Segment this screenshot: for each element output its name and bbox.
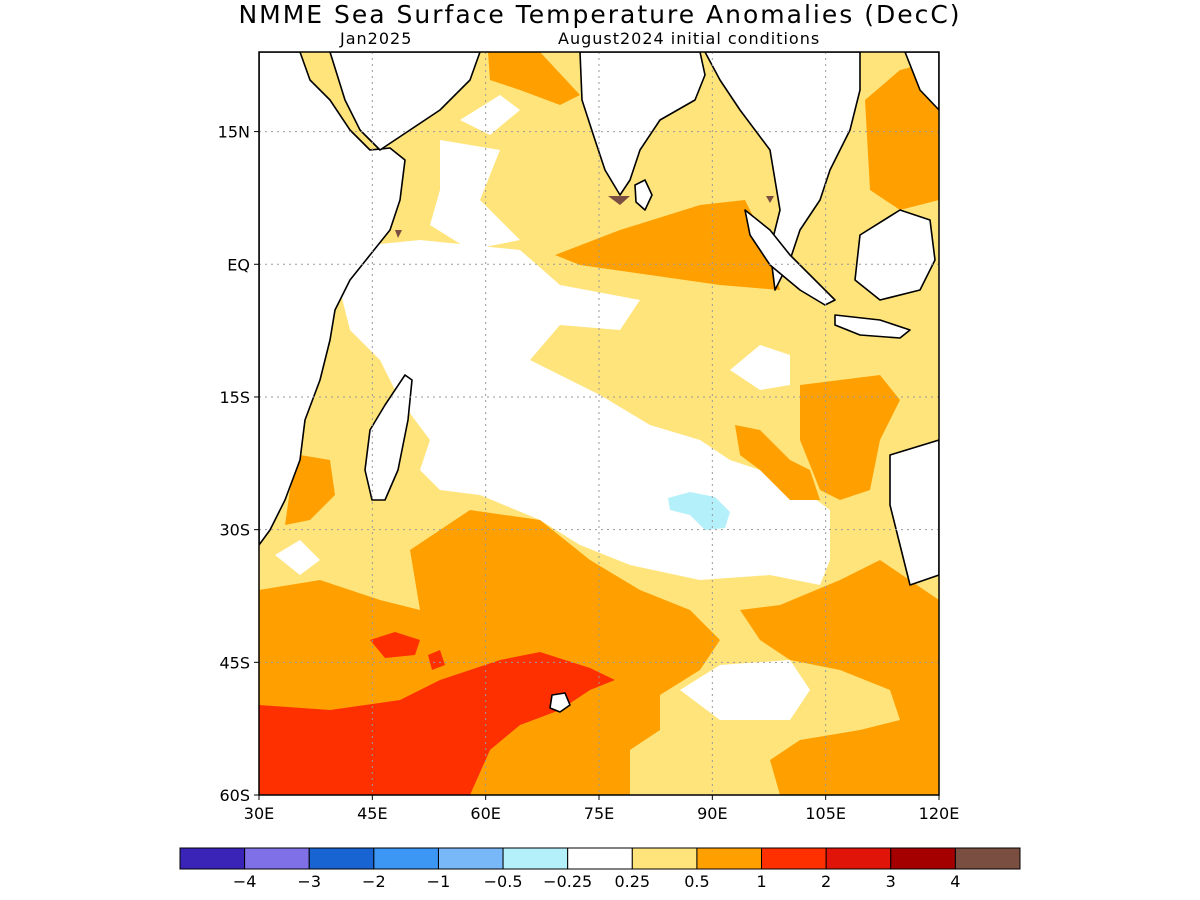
lon-tick-label: 90E <box>697 804 727 823</box>
colorbar-label: −0.25 <box>543 872 592 891</box>
colorbar-swatch <box>567 847 633 870</box>
anomaly-brown-cell-1 <box>608 196 630 205</box>
colorbar-swatch <box>179 847 246 870</box>
anomaly-orange-scs <box>865 60 939 210</box>
colorbar-swatch <box>825 847 892 870</box>
lat-tick-label: EQ <box>227 255 250 274</box>
land-australia <box>889 439 939 586</box>
colorbar-swatch <box>437 847 504 870</box>
lon-tick-label: 30E <box>244 804 274 823</box>
land-africa <box>259 52 406 546</box>
anomaly-white-arabian <box>430 140 520 250</box>
anomaly-white-south2 <box>275 540 320 575</box>
lon-tick-label: 75E <box>584 804 614 823</box>
map-title: NMME Sea Surface Temperature Anomalies (… <box>238 0 962 29</box>
anomaly-red-patch <box>370 632 420 658</box>
lon-tick-label: 60E <box>470 804 500 823</box>
colorbar-label: −1 <box>427 872 451 891</box>
grid-lines <box>259 52 939 795</box>
colorbar-label: 2 <box>821 872 831 891</box>
lat-tick-label: 60S <box>219 786 250 805</box>
colorbar-swatch <box>761 847 827 870</box>
lat-tick-label: 15N <box>218 123 250 142</box>
colorbar-label: −2 <box>362 872 386 891</box>
anomaly-red-south <box>259 652 615 795</box>
colorbar-swatch <box>631 847 698 870</box>
anomaly-brown-cell-2 <box>395 230 402 238</box>
colorbar-swatch <box>890 847 956 870</box>
colorbar <box>179 847 1021 870</box>
colorbar-swatch <box>502 847 569 870</box>
lon-tick-label: 45E <box>357 804 387 823</box>
anomaly-brown-cell-3 <box>766 196 774 203</box>
colorbar-swatch <box>954 847 1021 870</box>
colorbar-swatch <box>244 847 310 870</box>
land-india <box>579 52 706 196</box>
lon-tick-label: 120E <box>919 804 960 823</box>
colorbar-label: 1 <box>756 872 766 891</box>
colorbar-label: −3 <box>297 872 321 891</box>
land-kerguelen <box>549 692 571 713</box>
longitude-labels: 30E 45E 60E 75E 90E 105E 120E <box>244 795 960 823</box>
land-philippines <box>904 52 939 111</box>
colorbar-swatch <box>373 847 439 870</box>
land-borneo <box>854 209 936 301</box>
anomaly-orange-southeast <box>740 560 939 795</box>
colorbar-labels: −4 −3 −2 −1 −0.5 −0.25 0.25 0.5 1 2 3 4 <box>233 872 961 891</box>
colorbar-label: 0.5 <box>684 872 709 891</box>
subtitle-initial-conditions: August2024 initial conditions <box>558 29 821 48</box>
lat-tick-label: 30S <box>219 521 250 540</box>
lat-tick-label: 45S <box>219 653 250 672</box>
anomaly-white-north <box>460 95 520 135</box>
colorbar-swatch <box>308 847 375 870</box>
colorbar-label: −0.5 <box>484 872 523 891</box>
anomaly-red-patch2 <box>428 650 445 670</box>
colorbar-label: 0.25 <box>614 872 650 891</box>
colorbar-label: 4 <box>950 872 960 891</box>
land <box>259 52 939 713</box>
colorbar-label: −4 <box>233 872 257 891</box>
anomaly-orange-bay <box>555 200 780 290</box>
land-java <box>834 314 911 339</box>
colorbar-swatch <box>696 847 763 870</box>
lon-tick-label: 105E <box>805 804 846 823</box>
colorbar-label: 3 <box>886 872 896 891</box>
latitude-labels: 15N EQ 15S 30S 45S 60S <box>218 123 259 805</box>
anomaly-white-south1 <box>680 660 810 720</box>
anomaly-white-east <box>730 345 790 390</box>
anomaly-field <box>259 52 939 795</box>
subtitle-month: Jan2025 <box>340 29 413 48</box>
anomaly-orange-arabian-top <box>488 52 580 105</box>
land-madagascar <box>364 374 413 501</box>
anomaly-orange-east-mid <box>735 425 820 500</box>
land-sumatra <box>744 209 836 306</box>
land-sri-lanka <box>634 179 653 211</box>
land-arabia <box>329 52 481 151</box>
anomaly-orange-southwest <box>285 455 335 525</box>
lat-tick-label: 15S <box>219 388 250 407</box>
anomaly-lightblue-patch <box>668 492 730 530</box>
anomaly-orange-australia <box>800 375 900 500</box>
